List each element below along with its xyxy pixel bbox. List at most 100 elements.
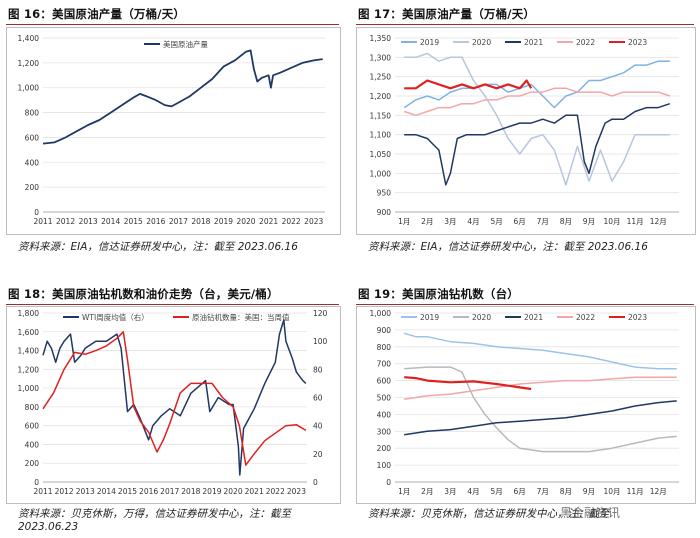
f18-xtick-label: 2013 (76, 487, 95, 496)
fig18-title: 图 18：美国原油钻机数和油价走势（台，美元/桶） (8, 287, 279, 301)
f16-xtick-label: 2021 (259, 217, 278, 226)
fig18-chart: 02004006008001,0001,2001,4001,6001,80002… (18, 309, 328, 496)
f16-ytick-label: 600 (25, 133, 40, 142)
f16-ytick-label: 200 (25, 183, 40, 192)
f19-xtick-label: 9月 (583, 487, 595, 496)
f17-series-1 (404, 52, 670, 186)
f16-ytick-label: 1,000 (18, 84, 40, 93)
f17-xtick-label: 9月 (583, 217, 595, 226)
fig18-panel: 0 200 400 600 800 1,000 1,200 1,400 1,600 1,800 0 2… (6, 306, 341, 504)
f18-y2tick-label: 0 (313, 478, 318, 487)
fig19-rule (356, 304, 694, 305)
f16-xtick-label: 2016 (146, 217, 165, 226)
f17-xtick-label: 12月 (650, 217, 667, 226)
f18-xtick-label: 2021 (245, 487, 264, 496)
f17-xtick-label: 1月 (398, 217, 410, 226)
f19-series-0 (403, 332, 677, 370)
fig16-chart: 0 200 400 600 800 1,000 1,200 1,400 2011 2012 2013… (18, 34, 325, 226)
f19-xtick-label: 6月 (514, 487, 526, 496)
f19-xtick-label: 5月 (490, 487, 502, 496)
f17-series-0 (403, 60, 670, 109)
f17-xtick-label: 2月 (421, 217, 433, 226)
f19-legend-label: 2021 (524, 313, 543, 322)
f18-ytick-label: 1,600 (18, 328, 40, 337)
f19-series-4 (404, 376, 532, 391)
f16-xtick-label: 2011 (33, 217, 52, 226)
f16-ytick-label: 1,400 (18, 34, 40, 43)
f19-ytick-label: 200 (377, 444, 392, 453)
f17-xtick-label: 5月 (490, 217, 502, 226)
f17-xtick-label: 3月 (444, 217, 456, 226)
fig17-source: 资料来源：EIA，信达证券研发中心，注：截至 2023.06.16 (368, 241, 648, 253)
f19-ytick-label: 800 (377, 343, 392, 352)
f16-ytick-label: 400 (25, 158, 40, 167)
f17-ytick-label: 900 (377, 208, 392, 217)
f18-y2tick-label: 80 (313, 365, 323, 374)
f19-xtick-label: 10月 (604, 487, 621, 496)
f19-ytick-label: 0 (386, 478, 391, 487)
f18-legend: WTI周度均值（右） 原油钻机数量：美国：当周值 (63, 312, 290, 322)
f18-y2tick-label: 120 (313, 309, 328, 318)
f17-ytick-label: 1,300 (370, 53, 392, 62)
f16-xtick-label: 2020 (236, 217, 255, 226)
f17-ytick-label: 1,150 (370, 111, 392, 120)
f18-ytick-label: 1,000 (18, 384, 40, 393)
f17-legend-label: 2023 (628, 38, 647, 47)
f17-ytick-label: 1,050 (370, 150, 392, 159)
f17-xtick-label: 8月 (560, 217, 572, 226)
f19-xtick-label: 7月 (537, 487, 549, 496)
f17-ytick-label: 1,000 (370, 169, 392, 178)
f18-ytick-label: 800 (25, 403, 40, 412)
f17-xtick-label: 4月 (467, 217, 479, 226)
f18-ytick-label: 1,200 (18, 365, 40, 374)
f18-y2tick-label: 20 (313, 450, 323, 459)
f16-ytick-label: 0 (34, 208, 39, 217)
fig17-rule (356, 24, 694, 25)
fig17-chart: 900 950 1,000 1,050 1,100 1,150 1,200 1,250 1,30… (370, 34, 679, 226)
f16-legend: 美国原油产量 (144, 39, 208, 49)
f19-ytick-label: 900 (377, 326, 392, 335)
f18-ytick-label: 0 (34, 478, 39, 487)
f18-xtick-label: 2015 (118, 487, 137, 496)
f17-ytick-label: 1,200 (370, 92, 392, 101)
f18-ytick-label: 1,400 (18, 347, 40, 356)
f19-ytick-label: 100 (377, 461, 392, 470)
f16-legend-label: 美国原油产量 (163, 39, 208, 49)
f16-xtick-label: 2023 (304, 217, 323, 226)
f17-legend-label: 2021 (524, 38, 543, 47)
f17-series-3 (403, 87, 671, 117)
f17-ytick-label: 1,100 (370, 131, 392, 140)
f19-xtick-label: 4月 (467, 487, 479, 496)
f16-xtick-label: 2014 (101, 217, 120, 226)
f19-legend-label: 2019 (420, 313, 439, 322)
fig16-title: 图 16：美国原油产量（万桶/天） (8, 7, 186, 21)
f19-ytick-label: 500 (377, 394, 392, 403)
f17-legend-label: 2019 (420, 38, 439, 47)
f18-xtick-label: 2011 (33, 487, 52, 496)
f19-xtick-label: 3月 (444, 487, 456, 496)
f17-legend-label: 2022 (576, 38, 595, 47)
f18-legend-label: WTI周度均值（右） (82, 312, 149, 322)
fig18-source-line2: 2023.06.23 (18, 521, 79, 533)
f19-legend-label: 2022 (576, 313, 595, 322)
fig19-panel: 0 100 200 300 400 500 600 700 800 900 1,000 1月 2月 3月 4… (356, 306, 696, 504)
f17-legend: 2019 2020 2021 2022 2023 (401, 38, 647, 47)
f19-legend: 2019 2020 2021 2022 2023 (401, 313, 647, 322)
f19-xtick-label: 8月 (560, 487, 572, 496)
f16-xtick-label: 2018 (191, 217, 210, 226)
f16-xtick-label: 2019 (214, 217, 233, 226)
f19-xtick-label: 2月 (421, 487, 433, 496)
fig16-panel: 0 200 400 600 800 1,000 1,200 1,400 2011 2012 2013… (6, 27, 341, 235)
f19-ytick-label: 600 (377, 377, 392, 386)
f16-xtick-label: 2017 (169, 217, 188, 226)
f17-xtick-label: 10月 (604, 217, 621, 226)
f17-xtick-label: 11月 (627, 217, 644, 226)
f17-legend-label: 2020 (472, 38, 491, 47)
f16-series-0 (42, 49, 323, 145)
fig16-rule (6, 24, 339, 25)
f19-legend-label: 2020 (472, 313, 491, 322)
fig17-panel: 900 950 1,000 1,050 1,100 1,150 1,200 1,250 1,30… (356, 27, 696, 235)
f18-xtick-label: 2014 (97, 487, 116, 496)
fig18-rule (6, 304, 339, 305)
f17-ytick-label: 1,350 (370, 34, 392, 43)
